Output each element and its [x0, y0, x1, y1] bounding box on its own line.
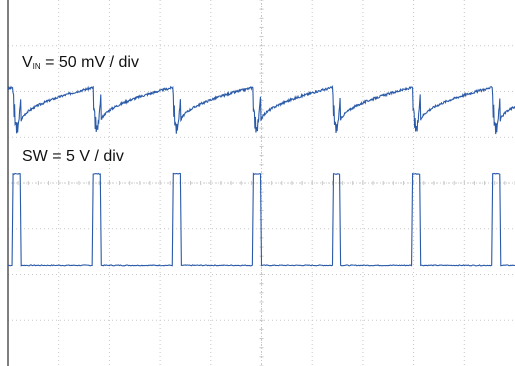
vin-label-main: V	[22, 54, 33, 71]
vin-channel-label: VIN = 50 mV / div	[22, 55, 139, 71]
sw-channel-label: SW = 5 V / div	[22, 149, 124, 165]
sw-trace	[7, 172, 515, 267]
vin-label-sub: IN	[32, 62, 41, 71]
sw-label-text: SW = 5 V / div	[22, 148, 124, 165]
vin-label-scale: = 50 mV / div	[40, 54, 139, 71]
vin-trace	[7, 84, 515, 135]
